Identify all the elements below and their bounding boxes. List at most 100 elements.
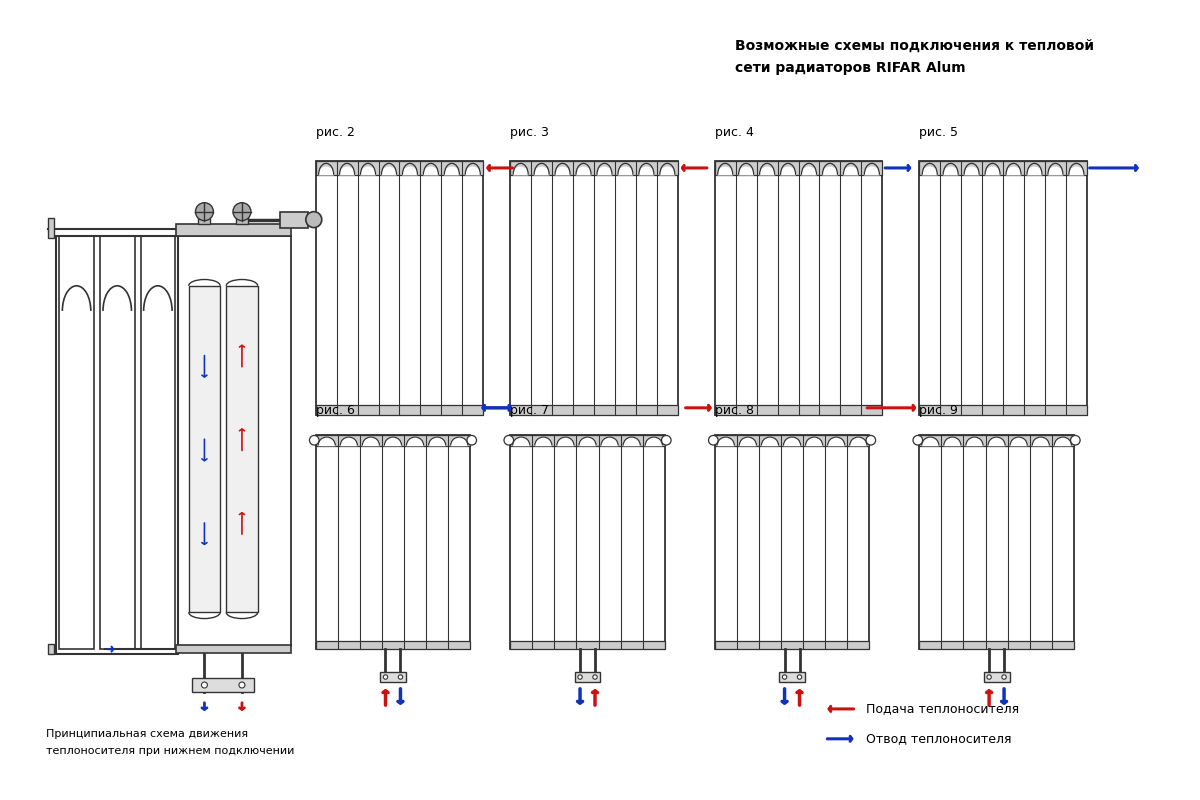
Wedge shape (1006, 167, 1021, 175)
Wedge shape (535, 437, 552, 446)
Circle shape (866, 435, 876, 445)
Bar (198, 216, 210, 224)
Circle shape (986, 675, 991, 679)
Wedge shape (360, 167, 376, 175)
Bar (715, 435, 869, 446)
Text: рис. 5: рис. 5 (919, 126, 959, 139)
Wedge shape (922, 437, 938, 446)
Wedge shape (1010, 437, 1027, 446)
Wedge shape (318, 167, 334, 175)
Circle shape (239, 682, 245, 688)
Wedge shape (1032, 437, 1049, 446)
Bar (380, 672, 406, 682)
Circle shape (1070, 435, 1080, 445)
Text: Возможные схемы подключения к тепловой: Возможные схемы подключения к тепловой (734, 39, 1093, 54)
Bar (280, 212, 307, 228)
Bar (715, 161, 882, 175)
Wedge shape (534, 167, 550, 175)
Wedge shape (318, 437, 335, 446)
Bar (48, 218, 54, 238)
Circle shape (913, 435, 923, 445)
Circle shape (467, 435, 476, 445)
Text: рис. 6: рис. 6 (316, 404, 354, 417)
Wedge shape (407, 437, 424, 446)
Wedge shape (966, 437, 983, 446)
Wedge shape (864, 167, 880, 175)
Wedge shape (340, 167, 355, 175)
Bar (575, 672, 600, 682)
Wedge shape (444, 167, 460, 175)
Bar (919, 161, 1087, 415)
Bar (919, 641, 1074, 649)
Bar (715, 435, 869, 649)
Bar (715, 641, 869, 649)
Wedge shape (780, 167, 796, 175)
Wedge shape (922, 167, 937, 175)
Circle shape (661, 435, 671, 445)
Bar (100, 235, 134, 649)
Wedge shape (402, 167, 418, 175)
Bar (59, 235, 94, 649)
Wedge shape (822, 167, 838, 175)
Bar (715, 161, 882, 415)
Wedge shape (596, 167, 612, 175)
Text: рис. 9: рис. 9 (919, 404, 958, 417)
Wedge shape (760, 167, 775, 175)
Circle shape (1002, 675, 1007, 679)
Bar (48, 644, 54, 654)
Wedge shape (514, 167, 528, 175)
Wedge shape (428, 437, 445, 446)
Bar (919, 161, 1087, 175)
Wedge shape (988, 437, 1006, 446)
Text: теплоносителя при нижнем подключении: теплоносителя при нижнем подключении (47, 746, 295, 756)
Circle shape (233, 202, 251, 221)
Text: Принципиальная схема движения: Принципиальная схема движения (47, 729, 248, 739)
Text: рис. 3: рис. 3 (510, 126, 550, 139)
Wedge shape (718, 437, 734, 446)
Wedge shape (384, 437, 402, 446)
Circle shape (196, 202, 214, 221)
Wedge shape (623, 437, 641, 446)
Bar (510, 641, 665, 649)
Wedge shape (660, 167, 674, 175)
Wedge shape (638, 167, 654, 175)
Wedge shape (382, 167, 396, 175)
Text: Отвод теплоносителя: Отвод теплоносителя (866, 732, 1012, 746)
Wedge shape (557, 437, 574, 446)
Circle shape (306, 212, 322, 228)
Wedge shape (578, 437, 596, 446)
Circle shape (310, 435, 319, 445)
Wedge shape (828, 437, 845, 446)
Bar (510, 405, 678, 415)
Bar (984, 672, 1009, 682)
Wedge shape (424, 167, 438, 175)
Wedge shape (761, 437, 779, 446)
Wedge shape (943, 437, 961, 446)
Wedge shape (739, 167, 754, 175)
Circle shape (383, 675, 388, 679)
Circle shape (398, 675, 403, 679)
Bar (188, 286, 220, 612)
Wedge shape (340, 437, 358, 446)
Bar (510, 435, 665, 446)
Text: Подача теплоносителя: Подача теплоносителя (866, 702, 1020, 715)
Wedge shape (601, 437, 618, 446)
Wedge shape (784, 437, 800, 446)
Bar (316, 161, 484, 175)
Wedge shape (646, 437, 662, 446)
Bar (510, 435, 665, 649)
Bar (316, 641, 470, 649)
Circle shape (202, 682, 208, 688)
Circle shape (593, 675, 598, 679)
Bar (176, 224, 290, 235)
Text: сети радиаторов RIFAR Alum: сети радиаторов RIFAR Alum (734, 61, 965, 75)
Wedge shape (985, 167, 1000, 175)
Wedge shape (362, 437, 379, 446)
Bar (178, 235, 290, 646)
Wedge shape (739, 437, 756, 446)
Text: рис. 8: рис. 8 (715, 404, 754, 417)
Wedge shape (512, 437, 530, 446)
Wedge shape (718, 167, 733, 175)
Bar (316, 405, 484, 415)
Text: рис. 4: рис. 4 (715, 126, 754, 139)
